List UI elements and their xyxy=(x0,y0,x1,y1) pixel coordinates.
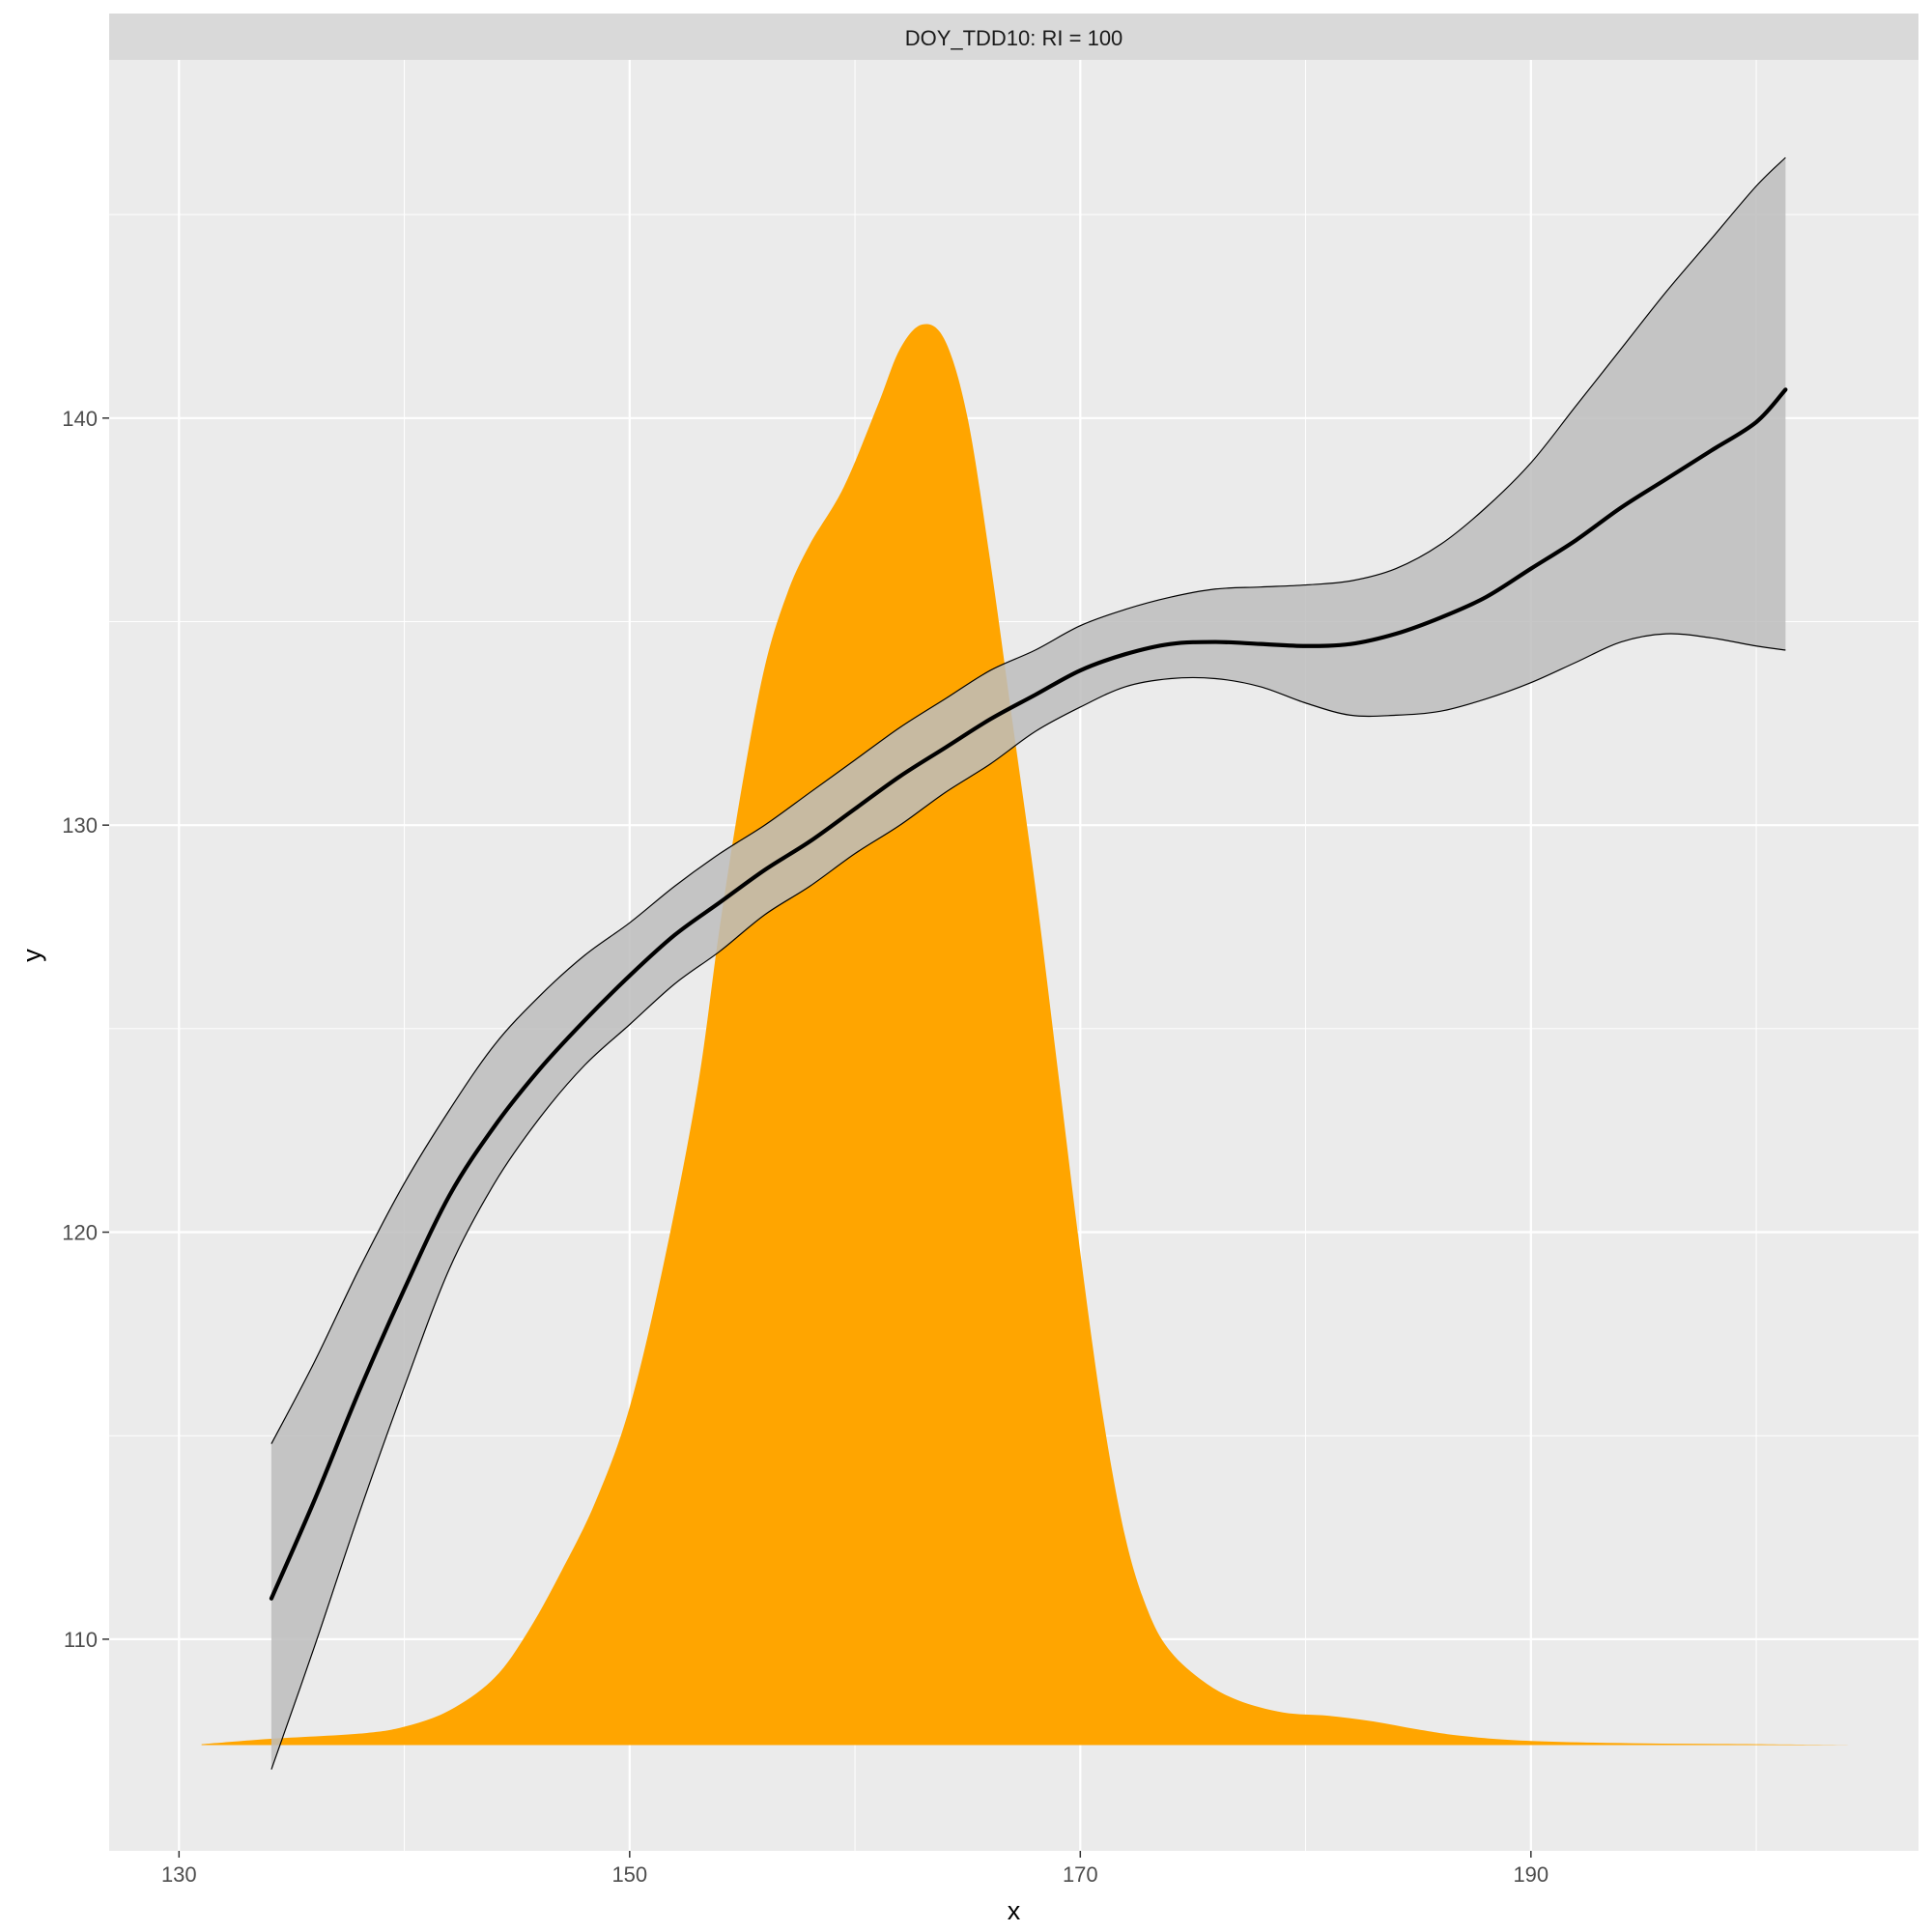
facet-title: DOY_TDD10: RI = 100 xyxy=(905,26,1123,50)
smooth-layer xyxy=(269,156,1788,1770)
y-axis-title: y xyxy=(17,949,46,962)
x-tick-label: 190 xyxy=(1513,1862,1548,1887)
y-tick-label: 140 xyxy=(62,407,98,431)
x-axis: 130 150 170 190 xyxy=(161,1851,1548,1887)
x-axis-title: x xyxy=(1008,1896,1021,1925)
y-tick-label: 120 xyxy=(62,1221,98,1245)
facet-strip xyxy=(109,14,1918,60)
ribbon-lower-line xyxy=(270,633,1786,1770)
ribbon-upper-line xyxy=(270,156,1786,1444)
smooth-fit-line xyxy=(269,387,1788,1601)
y-axis: 110 120 130 140 xyxy=(62,407,109,1652)
y-tick-label: 110 xyxy=(64,1628,98,1652)
density-area xyxy=(201,324,1852,1746)
x-tick-label: 170 xyxy=(1063,1862,1098,1887)
x-tick-label: 150 xyxy=(611,1862,647,1887)
y-tick-label: 130 xyxy=(62,813,98,838)
density-layer xyxy=(201,324,1852,1746)
x-tick-label: 130 xyxy=(161,1862,197,1887)
